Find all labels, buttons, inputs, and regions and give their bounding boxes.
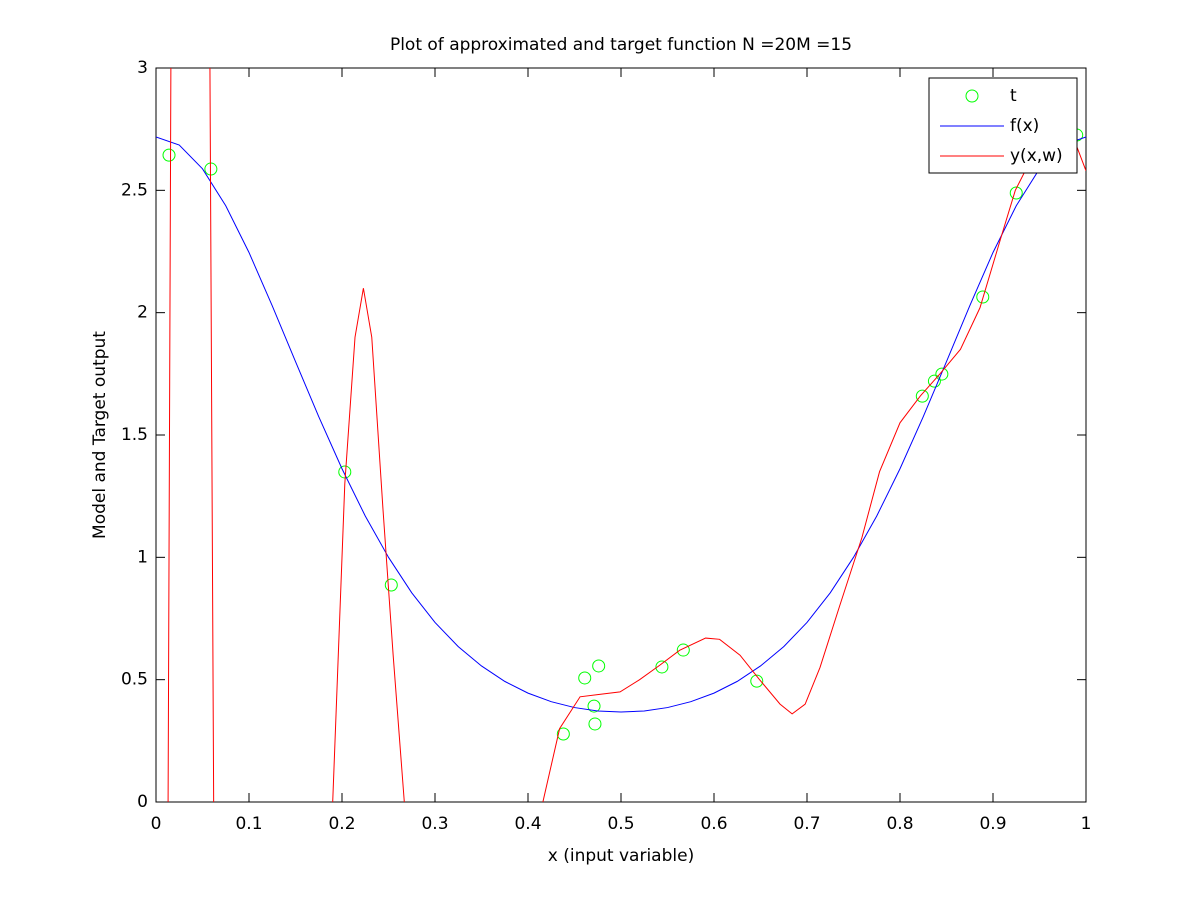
legend-label: f(x) [1010, 116, 1039, 136]
data-point [578, 671, 592, 685]
y-tick-label: 1 [137, 547, 148, 567]
legend-label: y(x,w) [1010, 146, 1063, 166]
data-point [556, 727, 570, 741]
x-tick-label: 1 [1081, 814, 1092, 834]
data-point [162, 148, 176, 162]
x-tick-label: 0 [151, 814, 162, 834]
data-point [1009, 186, 1023, 200]
legend-marker [965, 89, 979, 103]
data-line [167, 68, 1086, 802]
x-tick-label: 0.6 [700, 814, 727, 834]
y-tick-label: 2 [137, 303, 148, 323]
y-tick-label: 1.5 [121, 425, 148, 445]
y-tick-label: 0 [137, 792, 148, 812]
data-point [935, 367, 949, 381]
plot-area [155, 67, 1087, 803]
x-axis-label: x (input variable) [548, 846, 694, 866]
x-tick-label: 0.1 [235, 814, 262, 834]
x-tick-label: 0.7 [793, 814, 820, 834]
data-point [655, 660, 669, 674]
chart-title: Plot of approximated and target function… [390, 35, 852, 55]
data-point [588, 717, 602, 731]
y-tick-label: 0.5 [121, 670, 148, 690]
x-tick-label: 0.8 [886, 814, 913, 834]
data-point [927, 374, 941, 388]
y-axis-label: Model and Target output [90, 331, 110, 539]
x-tick-label: 0.9 [979, 814, 1006, 834]
data-point [592, 659, 606, 673]
x-tick-label: 0.3 [421, 814, 448, 834]
x-tick-label: 0.2 [328, 814, 355, 834]
data-point [587, 699, 601, 713]
y-tick-label: 3 [137, 58, 148, 78]
x-tick-label: 0.4 [514, 814, 541, 834]
data-point [915, 389, 929, 403]
y-tick-label: 2.5 [121, 180, 148, 200]
data-line [156, 136, 1086, 713]
data-point [976, 290, 990, 304]
plot-lines [156, 68, 1086, 802]
data-point [676, 643, 690, 657]
x-tick-label: 0.5 [607, 814, 634, 834]
data-point [750, 674, 764, 688]
data-point [384, 578, 398, 592]
legend-label: t [1010, 86, 1017, 106]
